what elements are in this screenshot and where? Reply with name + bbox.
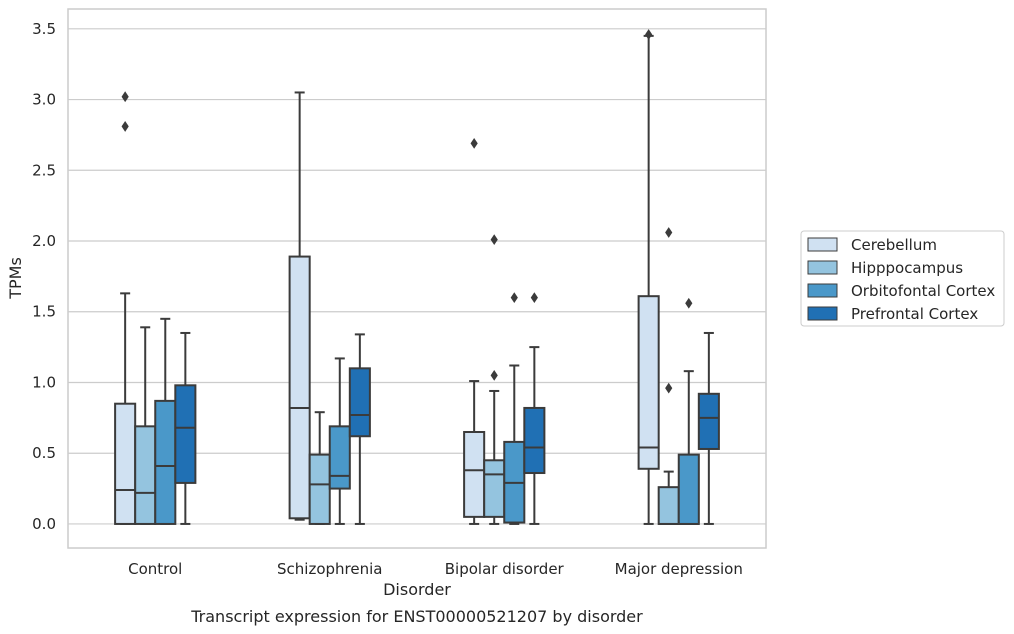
box-group	[288, 91, 311, 521]
box-group	[483, 234, 506, 525]
box-group	[463, 137, 486, 525]
legend-label: Orbitofontal Cortex	[851, 282, 995, 300]
box-iqr	[308, 453, 331, 525]
legend-label: Cerebellum	[851, 236, 937, 254]
box-iqr	[657, 486, 680, 525]
box-iqr	[697, 392, 720, 450]
x-tick-label: Major depression	[615, 560, 743, 578]
box-iqr	[463, 430, 486, 518]
box-group	[348, 333, 371, 525]
outlier-point	[121, 121, 129, 132]
box-group	[523, 292, 546, 525]
box-series	[114, 29, 720, 525]
box-iqr	[134, 425, 157, 525]
legend-swatch	[807, 260, 838, 275]
y-tick-label: 2.5	[32, 161, 56, 179]
box-group	[154, 317, 177, 525]
outlier-point	[685, 297, 693, 309]
chart-caption: Transcript expression for ENST0000052120…	[190, 607, 643, 626]
y-tick-label: 1.0	[32, 373, 56, 391]
box-group	[637, 29, 660, 525]
outlier-point	[121, 91, 129, 103]
plot-frame	[67, 8, 767, 549]
y-tick-labels: 0.0 0.5 1.0 1.5 2.0 2.5 3.0 3.5	[32, 20, 56, 533]
box-group	[308, 411, 331, 525]
box-iqr	[154, 399, 177, 525]
box-group	[134, 326, 157, 525]
box-iqr	[288, 255, 311, 520]
y-tick-label: 3.0	[32, 91, 56, 109]
x-tick-label: Schizophrenia	[277, 560, 382, 578]
y-tick-label: 0.5	[32, 444, 56, 462]
legend-swatch	[807, 306, 838, 321]
outlier-point	[665, 382, 673, 394]
x-tick-label: Control	[128, 560, 182, 578]
box-group	[677, 297, 700, 525]
outlier-point	[665, 227, 673, 238]
outlier-point	[510, 292, 518, 303]
box-iqr	[114, 402, 137, 525]
legend-swatch	[807, 237, 838, 252]
box-iqr	[677, 453, 700, 525]
y-axis-title: TPMs	[6, 257, 25, 300]
box-iqr	[637, 295, 660, 470]
legend-frame	[800, 230, 1005, 327]
y-tick-label: 1.5	[32, 303, 56, 321]
box-group	[697, 331, 720, 525]
box-group	[503, 292, 526, 525]
y-tick-label: 3.5	[32, 20, 56, 38]
box-iqr	[328, 425, 351, 490]
legend-label: Prefrontal Cortex	[851, 305, 978, 323]
outlier-point	[470, 137, 478, 149]
legend-swatch	[807, 283, 838, 298]
legend: Cerebellum Hipppocampus Orbitofontal Corte…	[800, 230, 1005, 327]
box-group	[174, 331, 197, 525]
x-tick-labels: Control Schizophrenia Bipolar disorder Majo…	[128, 560, 743, 578]
outlier-point	[645, 29, 653, 40]
y-tick-label: 0.0	[32, 515, 56, 533]
outlier-point	[490, 234, 498, 245]
box-iqr	[174, 384, 197, 484]
outlier-point	[530, 292, 538, 303]
box-iqr	[348, 367, 371, 438]
legend-entries: Cerebellum Hipppocampus Orbitofontal Corte…	[807, 236, 995, 323]
y-tick-label: 2.0	[32, 232, 56, 250]
box-iqr	[483, 459, 506, 518]
box-iqr	[523, 406, 546, 475]
box-group	[328, 357, 351, 525]
legend-label: Hipppocampus	[851, 259, 963, 277]
x-tick-label: Bipolar disorder	[445, 560, 565, 578]
outlier-point	[490, 370, 498, 381]
x-axis-title: Disorder	[383, 580, 451, 599]
